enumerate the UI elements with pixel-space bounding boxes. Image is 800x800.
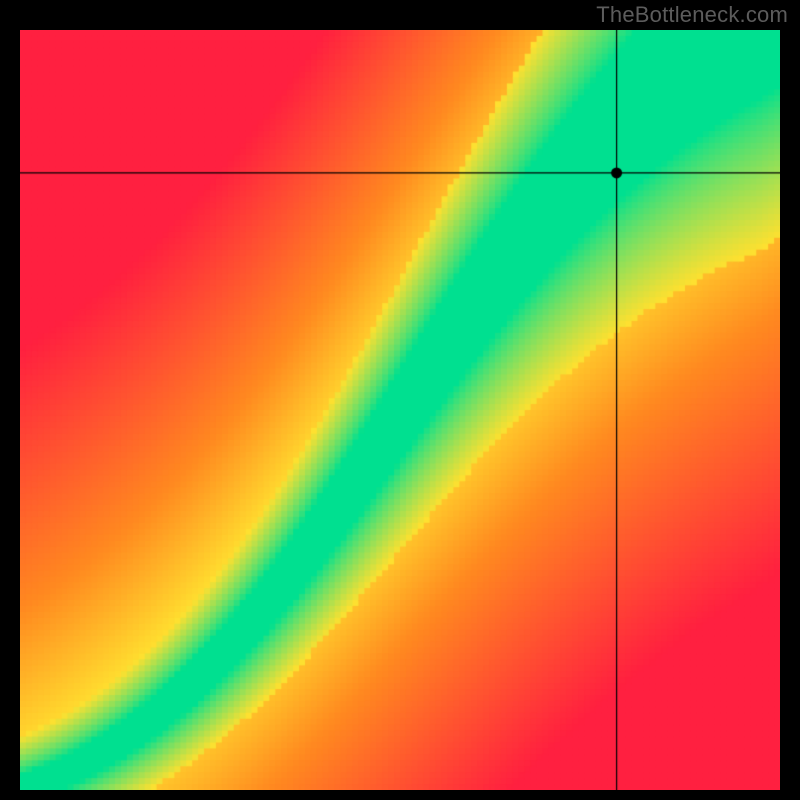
bottleneck-heatmap	[20, 30, 780, 790]
attribution-text: TheBottleneck.com	[596, 2, 788, 28]
